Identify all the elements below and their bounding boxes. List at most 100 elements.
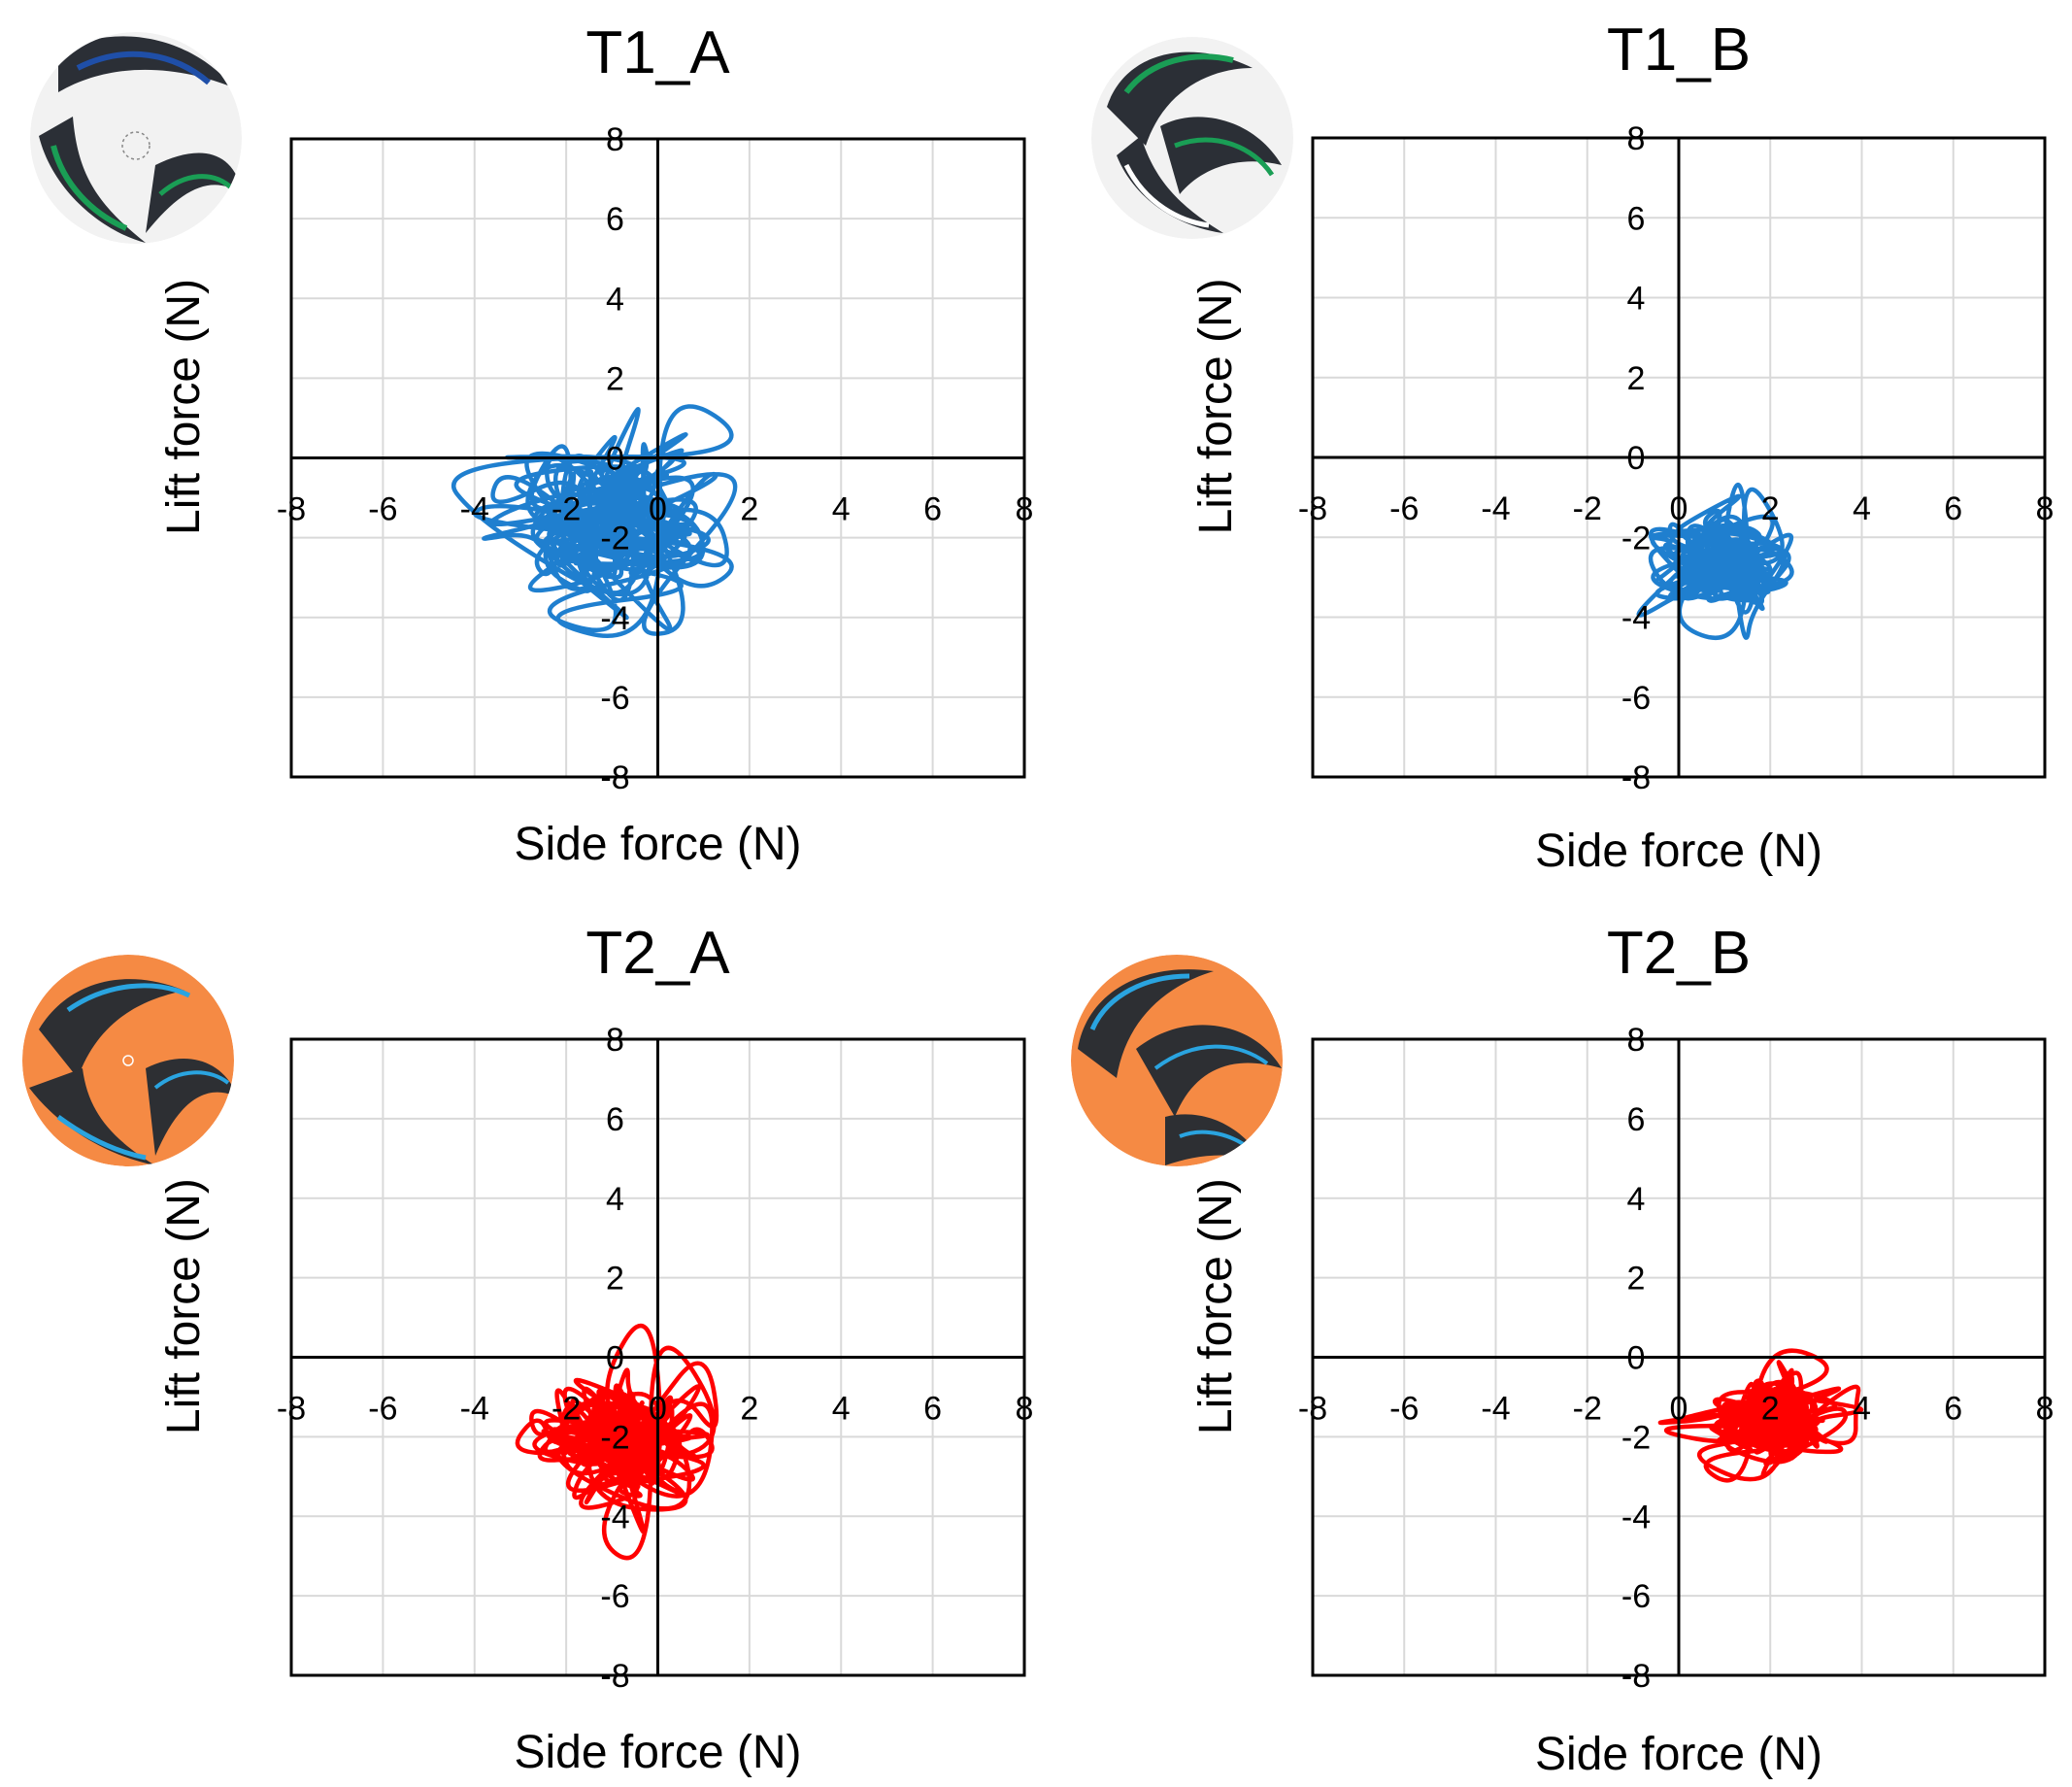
y-axis-label: Lift force (N) [158,1178,210,1434]
series-trace [1657,1348,1864,1483]
x-tick-label: -8 [1298,1391,1327,1428]
x-tick-label: 2 [740,1391,758,1428]
y-tick-label: 2 [606,1261,624,1298]
x-tick-label: 2 [740,491,758,528]
y-tick-label: 2 [606,360,624,397]
y-tick-label: -4 [600,1499,629,1535]
y-tick-label: 4 [1627,1181,1646,1218]
soccer-ball-t1-icon [30,32,242,244]
y-tick-label: 8 [1627,1022,1646,1059]
x-tick-label: 6 [923,1391,942,1428]
plot-frame [289,137,1026,779]
x-axis-label: Side force (N) [1535,826,1822,877]
x-tick-label: 2 [1761,1391,1780,1428]
plot-frame [1311,1037,2047,1677]
series-trace [451,404,738,638]
y-tick-label: 8 [606,1022,624,1059]
x-tick-label: 8 [1016,491,1034,528]
y-tick-label: -8 [600,759,629,796]
x-tick-label: -2 [1573,490,1602,527]
x-tick-label: 0 [1670,1391,1688,1428]
x-tick-label: 4 [1853,1391,1871,1428]
y-axis-label: Lift force (N) [158,279,210,535]
x-axis-label: Side force (N) [1535,1729,1822,1780]
y-tick-label: 0 [1627,440,1646,477]
x-tick-label: -4 [1481,490,1510,527]
series-trace [1636,483,1794,640]
chart-title: T1_B [1607,17,1751,84]
y-tick-label: 8 [606,121,624,158]
y-tick-label: 6 [606,201,624,238]
chart-panel-t1-a: -8 -6 -4 -2 0 2 4 6 8 -8 -6 -4 -2 0 2 4 6 8 T1_A Side force… [158,19,1033,870]
chart-panel-t2-b: -8 -6 -4 -2 0 2 4 6 8 -8 -6 -4 -2 0 2 4 6 8 T2_B Side force… [1190,920,2054,1780]
x-axis-label: Side force (N) [514,819,801,870]
plot-frame [289,1037,1026,1677]
y-tick-label: 6 [606,1101,624,1138]
y-tick-label: -6 [1621,680,1651,717]
x-tick-label: 4 [1853,490,1871,527]
y-tick-label: 4 [1627,281,1646,318]
y-tick-label: -2 [1621,1419,1651,1456]
y-tick-label: 2 [1627,360,1646,397]
chart-title: T2_B [1607,920,1751,987]
y-tick-label: 8 [1627,120,1646,157]
y-axis-label: Lift force (N) [1190,1178,1242,1434]
y-tick-label: -6 [600,1578,629,1615]
x-tick-label: 0 [649,1391,667,1428]
x-tick-label: -4 [460,1391,489,1428]
chart-title: T2_A [585,920,730,987]
y-tick-label: -6 [1621,1578,1651,1615]
y-tick-label: -8 [600,1658,629,1695]
y-tick-label: -2 [1621,520,1651,556]
x-tick-label: -6 [1389,490,1419,527]
x-tick-label: -2 [551,1391,581,1428]
chart-panel-t2-a: -8 -6 -4 -2 0 2 4 6 8 -8 -6 -4 -2 0 2 4 6 8 T2_A Side force… [158,920,1033,1778]
x-tick-label: 2 [1761,490,1780,527]
y-tick-label: 0 [1627,1340,1646,1377]
x-tick-label: -8 [1298,490,1327,527]
y-tick-label: 4 [606,1181,624,1218]
x-tick-label: 6 [923,491,942,528]
x-tick-label: -4 [460,491,489,528]
plot-frame [1311,136,2047,779]
x-tick-label: -2 [1573,1391,1602,1428]
x-tick-label: 0 [1670,490,1688,527]
x-tick-label: -8 [277,491,306,528]
y-tick-label: 0 [606,441,624,478]
y-tick-label: 2 [1627,1261,1646,1298]
y-tick-label: -8 [1621,1658,1651,1695]
x-tick-label: -6 [368,1391,397,1428]
y-tick-label: 4 [606,281,624,318]
y-tick-label: -4 [600,600,629,637]
y-tick-label: 6 [1627,1101,1646,1138]
x-tick-label: -4 [1481,1391,1510,1428]
x-tick-label: -6 [1389,1391,1419,1428]
y-tick-label: -6 [600,680,629,717]
x-tick-label: -2 [551,491,581,528]
x-tick-label: 8 [2036,490,2055,527]
chart-title: T1_A [585,19,730,86]
y-tick-label: -2 [600,521,629,557]
soccer-ball-t1-icon [1091,37,1293,239]
soccer-ball-t2-icon [1071,955,1283,1166]
y-axis-label: Lift force (N) [1190,278,1242,534]
x-tick-label: 6 [1944,1391,1962,1428]
y-tick-label: 0 [606,1340,624,1377]
x-tick-label: 8 [1016,1391,1034,1428]
chart-panel-t1-b: -8 -6 -4 -2 0 2 4 6 8 -8 -6 -4 -2 0 2 4 6 8 T1_B Side force… [1190,17,2054,877]
series-trace [515,1323,719,1561]
x-tick-label: 6 [1944,490,1962,527]
y-tick-label: -8 [1621,759,1651,796]
x-axis-label: Side force (N) [514,1727,801,1778]
y-tick-label: -4 [1621,600,1651,637]
x-tick-label: -6 [368,491,397,528]
y-tick-label: 6 [1627,200,1646,237]
x-tick-label: 4 [832,491,851,528]
y-tick-label: -2 [600,1419,629,1456]
x-tick-label: 4 [832,1391,851,1428]
x-tick-label: 8 [2036,1391,2055,1428]
soccer-ball-t2-icon [22,955,234,1166]
y-tick-label: -4 [1621,1499,1651,1535]
x-tick-label: 0 [649,491,667,528]
